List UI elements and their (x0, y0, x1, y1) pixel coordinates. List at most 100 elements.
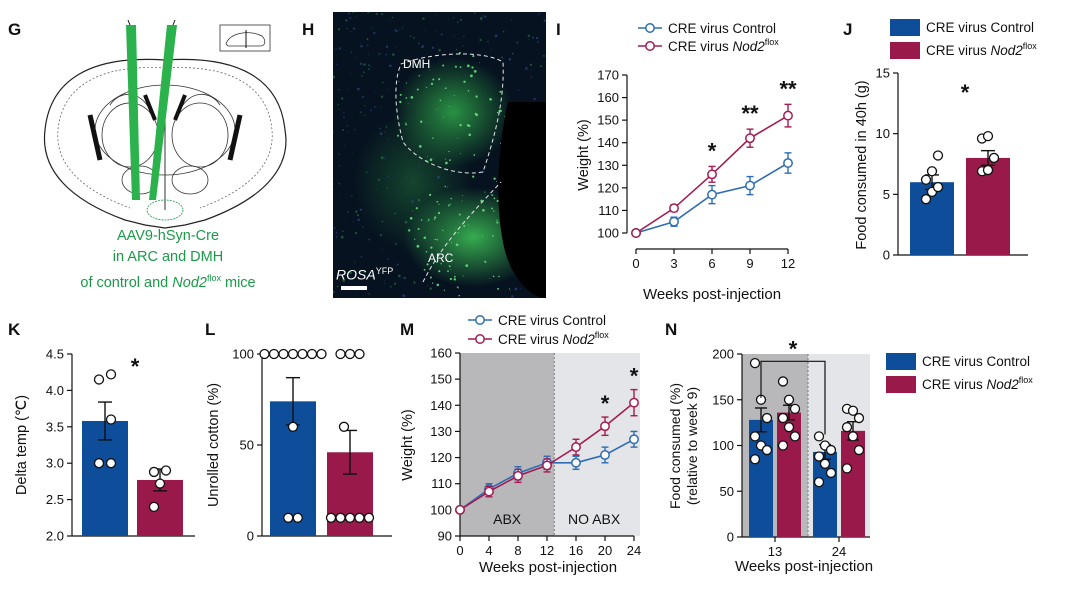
l-data-point (268, 348, 280, 360)
n-data-point (813, 451, 825, 462)
j-data-point (988, 152, 1000, 164)
stain-label: ROSAYFP (336, 266, 394, 283)
n-data-point (825, 467, 837, 479)
n-data-point (813, 431, 825, 442)
i-series-control-point (745, 180, 755, 191)
n-legend-nod2-swatch (886, 376, 916, 393)
g-caption-line2: in ARC and DMH (112, 249, 224, 265)
m-y-label: Weight (%) (400, 409, 416, 480)
i-series-nod2-point (707, 169, 717, 180)
n-data-point (761, 412, 773, 424)
l-data-point (316, 348, 327, 360)
m-region-noabx-label: NO ABX (568, 511, 621, 527)
panel-letter-n: N (665, 320, 678, 339)
l-y-tick-label: 100 (232, 347, 254, 362)
m-region-abx (460, 353, 555, 536)
n-legend-control-swatch (886, 353, 916, 370)
l-data-point (283, 512, 294, 523)
n-y-tick-label: 50 (720, 484, 734, 499)
m-y-tick-label: 160 (430, 346, 452, 361)
chart-k: 2.0 2.5 3.0 3.5 4.0 4.5 Delta temp (℃) * (14, 347, 195, 544)
j-y-tick-label: 0 (883, 248, 890, 263)
n-data-point (847, 405, 859, 416)
i-y-tick-label: 170 (597, 68, 619, 83)
j-data-point (920, 194, 932, 205)
j-y-label: Food consumed in 40h (g) (854, 80, 870, 249)
i-y-tick-label: 150 (597, 113, 619, 128)
n-data-point (841, 463, 853, 474)
k-y-label: Delta temp (℃) (14, 395, 30, 495)
i-legend-nod2-label: CRE virus Nod2flox (668, 37, 779, 54)
m-series-control-point (600, 450, 610, 460)
i-y-tick-label: 100 (597, 226, 619, 241)
m-series-nod2-point (484, 486, 494, 497)
k-significance: * (131, 354, 140, 379)
n-y-label-2: (relative to week 9) (684, 387, 700, 505)
m-y-tick-label: 100 (430, 502, 452, 517)
m-y-tick-label: 110 (431, 476, 452, 491)
m-series-nod2-point (542, 460, 552, 471)
n-significance-bracket (760, 360, 826, 435)
m-legend-control-label: CRE virus Control (498, 313, 606, 328)
injection-needle-right (149, 25, 177, 200)
m-series-control-point (571, 457, 581, 468)
n-significance: * (789, 336, 798, 361)
n-data-point (825, 444, 837, 456)
m-y-tick-label: 150 (430, 372, 452, 387)
m-region-noabx (554, 353, 640, 536)
n-data-point (819, 458, 831, 469)
chart-l: 0 50 100 Unrolled cotton (%) (206, 347, 392, 544)
i-y-tick-label: 130 (597, 158, 619, 173)
n-data-point (853, 444, 865, 456)
n-data-point (813, 476, 825, 488)
n-y-tick-label: 0 (727, 530, 734, 545)
k-y-tick-label: 2.5 (46, 492, 64, 507)
m-series-nod2-point (571, 442, 581, 453)
l-data-point (363, 512, 375, 523)
m-y-tick-label: 140 (430, 398, 452, 413)
l-data-point (306, 348, 318, 360)
m-region-abx-label: ABX (493, 511, 522, 527)
n-data-point (841, 422, 853, 433)
n-data-point (853, 412, 865, 424)
j-y-tick-label: 10 (876, 126, 890, 141)
i-series-nod2-point (631, 228, 641, 238)
n-data-point (777, 376, 789, 387)
l-data-point (325, 512, 337, 523)
l-data-point (335, 512, 346, 523)
m-x-tick-label: 24 (627, 543, 641, 558)
l-data-point (344, 348, 356, 360)
n-data-point (783, 422, 795, 433)
m-legend-nod2-label: CRE virus Nod2flox (498, 330, 609, 347)
n-x-tick-label: 24 (832, 544, 846, 559)
m-series-nod2-point (600, 421, 610, 432)
l-data-point (344, 512, 356, 523)
l-data-point (297, 348, 308, 360)
n-legend-nod2-label: CRE virus Nod2flox (922, 375, 1033, 392)
m-series-nod2-point (513, 470, 523, 481)
i-legend-control-marker (645, 23, 655, 33)
n-legend-control-label: CRE virus Control (922, 354, 1030, 369)
m-series-control-point (629, 434, 639, 445)
i-significance: ** (779, 76, 797, 101)
j-data-point (926, 166, 938, 177)
i-y-tick-label: 110 (598, 203, 619, 218)
n-data-point (789, 431, 801, 442)
g-caption-line1: AAV9-hSyn-Cre (116, 228, 220, 244)
panel-letter-j: J (843, 20, 853, 39)
m-x-tick-label: 12 (540, 543, 554, 558)
i-legend-control-label: CRE virus Control (668, 21, 776, 36)
k-y-tick-label: 4.5 (46, 347, 64, 362)
chart-i: 100 110 120 130 140 150 160 170 0 3 6 9 12 Weight (%)… (576, 21, 797, 303)
n-data-point (777, 412, 789, 424)
chart-j: 0 5 10 15 Food consumed in 40h (g) * CRE virus… (854, 19, 1037, 263)
arc-label: ARC (428, 251, 454, 265)
m-x-tick-label: 16 (569, 543, 583, 558)
i-y-tick-label: 140 (597, 135, 619, 150)
m-x-tick-label: 0 (456, 543, 463, 558)
i-legend-nod2-marker (645, 41, 655, 51)
j-data-point (920, 174, 932, 185)
dmh-label: DMH (403, 57, 430, 71)
microscopy-image: DMH ARC (333, 12, 546, 298)
i-series-nod2-point (745, 133, 755, 144)
